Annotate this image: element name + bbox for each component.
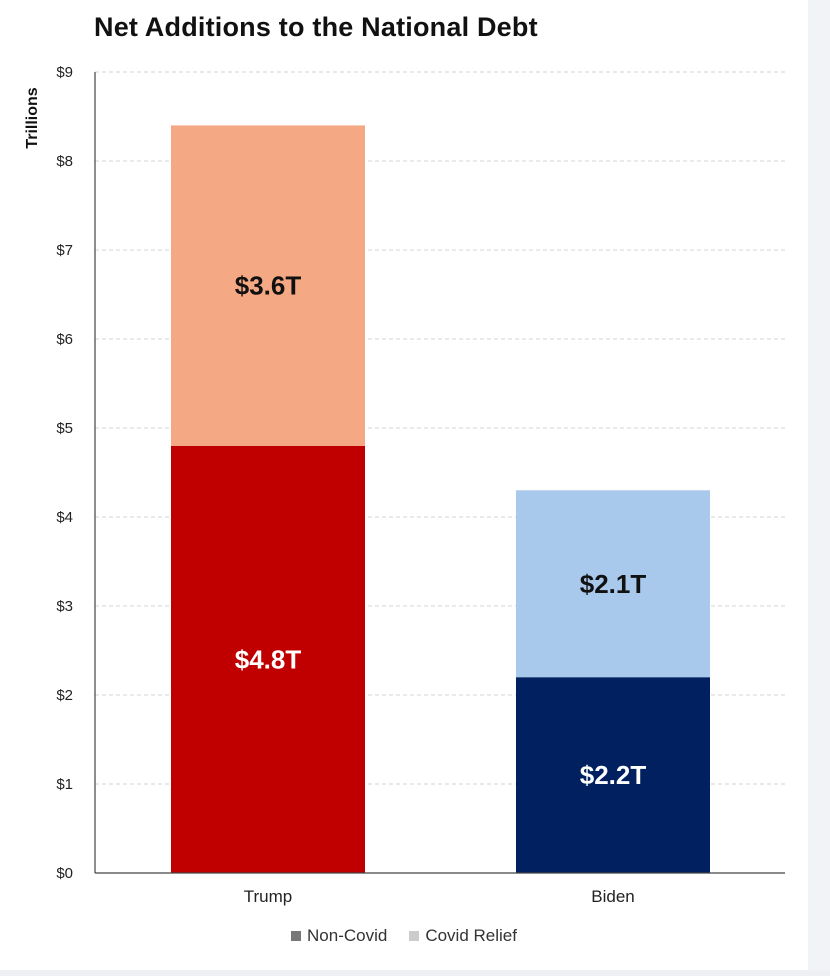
y-tick-label-6: $6	[56, 331, 73, 348]
page-gutter	[808, 0, 830, 976]
y-tick-label-7: $7	[56, 242, 73, 259]
bar-trump-covid-relief	[171, 125, 365, 446]
legend-swatch-covid-relief	[409, 931, 420, 941]
x-tick-label-trump: Trump	[244, 887, 293, 906]
y-tick-label-2: $2	[56, 687, 73, 704]
y-tick-label-5: $5	[56, 420, 73, 437]
y-tick-label-9: $9	[56, 64, 73, 81]
y-tick-label-4: $4	[56, 509, 73, 526]
legend-label-covid-relief: Covid Relief	[425, 926, 517, 945]
data-label-biden-covid-relief: $2.1T	[580, 569, 647, 599]
legend-label-non-covid: Non-Covid	[307, 926, 388, 945]
y-tick-label-8: $8	[56, 153, 73, 170]
bar-trump-non-covid	[171, 445, 365, 873]
y-tick-label-0: $0	[56, 865, 73, 882]
bar-biden-non-covid	[516, 677, 710, 873]
legend-swatch-non-covid	[291, 931, 302, 941]
y-tick-label-1: $1	[56, 776, 73, 793]
data-label-trump-non-covid: $4.8T	[235, 644, 302, 674]
data-label-trump-covid-relief: $3.6T	[235, 271, 302, 301]
page-bottom-gutter	[0, 970, 830, 976]
x-tick-label-biden: Biden	[591, 887, 634, 906]
y-tick-label-3: $3	[56, 598, 73, 615]
data-label-biden-non-covid: $2.2T	[580, 760, 647, 790]
chart-title: Net Additions to the National Debt	[94, 12, 538, 42]
legend-item-covid-relief: Covid Relief	[409, 926, 517, 946]
bar-biden-covid-relief	[516, 490, 710, 678]
legend-item-non-covid: Non-Covid	[291, 926, 387, 946]
legend: Non-Covid Covid Relief	[0, 926, 808, 946]
